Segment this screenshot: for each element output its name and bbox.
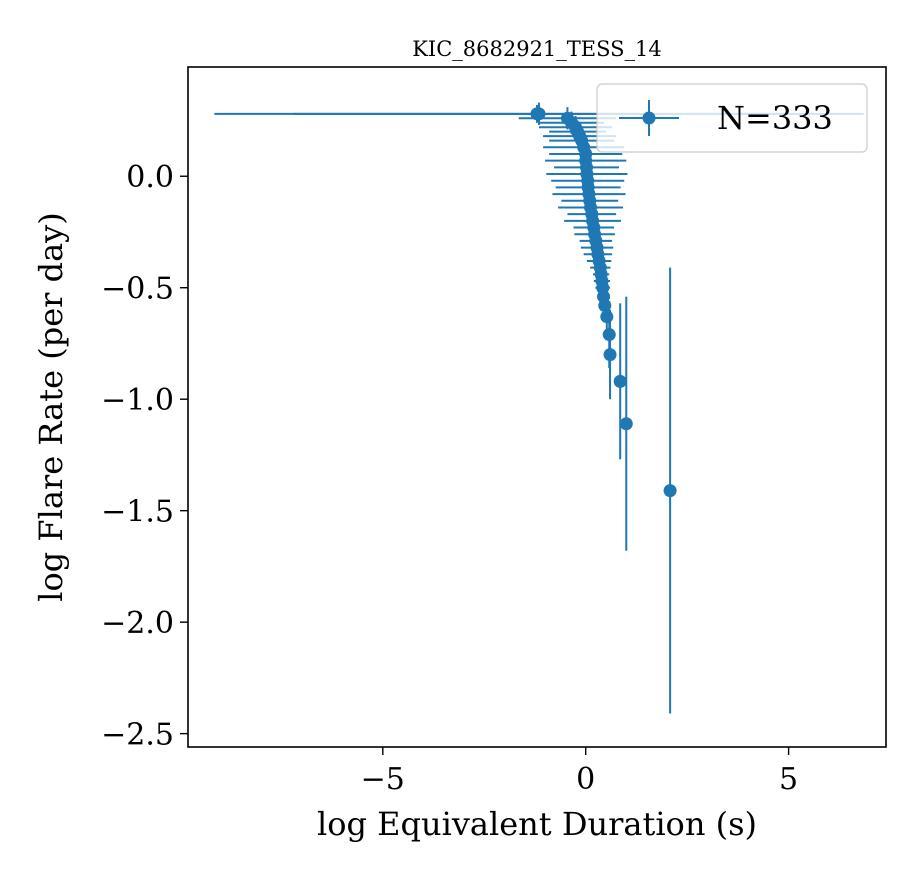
data-point	[602, 328, 616, 342]
chart-title: KIC_8682921_TESS_14	[412, 37, 662, 61]
y-tick-label: −2.0	[101, 606, 174, 641]
y-tick-label: −2.5	[101, 718, 174, 753]
x-axis-label: log Equivalent Duration (s)	[317, 805, 757, 843]
y-tick-label: −1.0	[101, 383, 174, 418]
x-tick-label: −5	[361, 762, 405, 797]
y-axis-label: log Flare Rate (per day)	[32, 212, 70, 601]
x-tick-label: 5	[779, 762, 798, 797]
legend-handle-marker	[642, 111, 656, 125]
data-point	[619, 417, 633, 431]
x-tick-label: 0	[576, 762, 595, 797]
legend: N=333	[596, 83, 868, 153]
data-point	[663, 484, 677, 498]
legend-label: N=333	[717, 99, 833, 137]
plot-marks	[214, 102, 864, 714]
plot-frame	[187, 66, 887, 748]
y-tick-label: 0.0	[126, 160, 174, 195]
data-point	[613, 374, 627, 388]
x-axis: −5 0 5	[361, 747, 798, 797]
data-point	[600, 310, 614, 324]
y-tick-label: −1.5	[101, 495, 174, 530]
y-axis: 0.0 −0.5 −1.0 −1.5 −2.0 −2.5	[101, 160, 188, 753]
data-point	[603, 348, 617, 362]
data-point	[530, 107, 544, 121]
data-point	[598, 299, 612, 313]
legend-box	[596, 83, 868, 153]
y-tick-label: −0.5	[101, 272, 174, 307]
